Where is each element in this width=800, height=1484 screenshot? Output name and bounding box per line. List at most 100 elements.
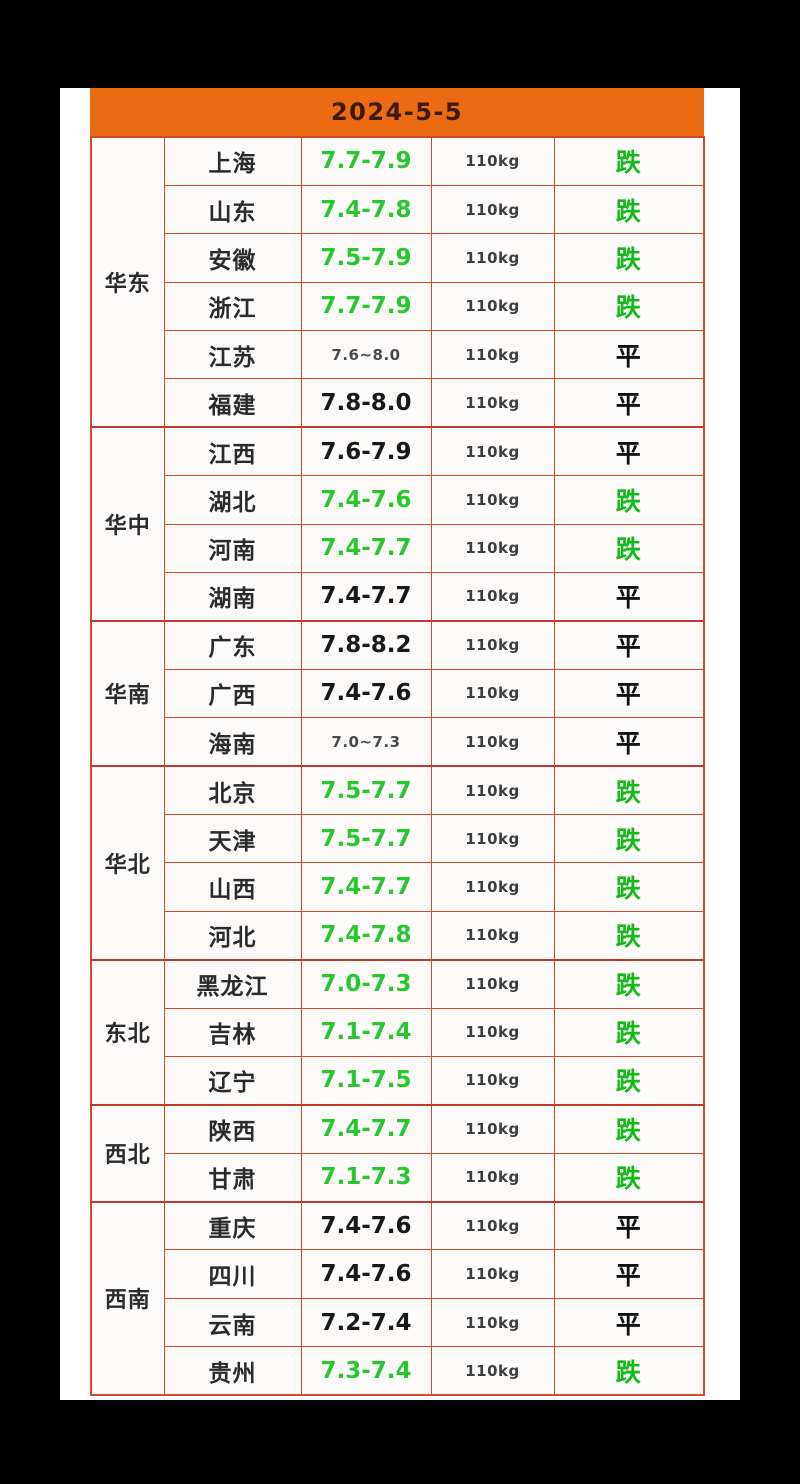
trend-cell: 平 <box>553 717 705 767</box>
table-row: 云南 7.2-7.4 110kg 平 <box>91 1297 705 1348</box>
table-row: 浙江 7.7-7.9 110kg 跌 <box>91 281 705 332</box>
table-row: 河北 7.4-7.8 110kg 跌 <box>91 910 705 961</box>
trend-cell: 跌 <box>553 958 705 1009</box>
weight-cell: 110kg <box>430 862 555 912</box>
province-cell: 海南 <box>163 717 302 767</box>
trend-cell: 跌 <box>553 1007 705 1057</box>
weight-cell: 110kg <box>430 1297 555 1348</box>
region-label-cell: 华中 <box>90 426 165 622</box>
price-cell: 7.4-7.8 <box>300 184 432 235</box>
weight-cell: 110kg <box>430 765 555 815</box>
weight-cell: 110kg <box>430 1152 555 1203</box>
price-cell: 7.7-7.9 <box>300 136 432 186</box>
table-row: 贵州 7.3-7.4 110kg 跌 <box>91 1346 705 1396</box>
price-cell: 7.1-7.3 <box>300 1152 432 1203</box>
province-cell: 广东 <box>163 619 302 670</box>
price-card: 2024-5-5 华东 上海 7.7-7.9 110kg 跌山东 7.4-7.8 110kg… <box>60 88 740 1400</box>
province-cell: 江西 <box>163 426 302 477</box>
weight-cell: 110kg <box>430 668 555 719</box>
price-cell: 7.0~7.3 <box>300 717 432 767</box>
weight-cell: 110kg <box>430 910 555 961</box>
price-cell: 7.1-7.5 <box>300 1055 432 1106</box>
table-row: 江苏 7.6~8.0 110kg 平 <box>91 330 705 380</box>
province-cell: 湖北 <box>163 475 302 525</box>
weight-cell: 110kg <box>430 523 555 574</box>
province-cell: 湖南 <box>163 572 302 622</box>
province-cell: 上海 <box>163 136 302 186</box>
weight-cell: 110kg <box>430 233 555 283</box>
province-cell: 浙江 <box>163 281 302 332</box>
table-row: 湖北 7.4-7.6 110kg 跌 <box>91 475 705 525</box>
trend-cell: 平 <box>553 668 705 719</box>
weight-cell: 110kg <box>430 426 555 477</box>
trend-cell: 跌 <box>553 813 705 864</box>
price-cell: 7.4-7.7 <box>300 523 432 574</box>
price-cell: 7.5-7.7 <box>300 765 432 815</box>
province-cell: 黑龙江 <box>163 958 302 1009</box>
weight-cell: 110kg <box>430 281 555 332</box>
province-cell: 贵州 <box>163 1346 302 1396</box>
weight-cell: 110kg <box>430 813 555 864</box>
province-cell: 福建 <box>163 378 302 428</box>
weight-cell: 110kg <box>430 1346 555 1396</box>
trend-cell: 平 <box>553 1200 705 1251</box>
table-row: 福建 7.8-8.0 110kg 平 <box>91 378 705 428</box>
province-cell: 云南 <box>163 1297 302 1348</box>
trend-cell: 平 <box>553 378 705 428</box>
table-row: 华东 上海 7.7-7.9 110kg 跌 <box>90 136 705 428</box>
pig-price-table: 华东 上海 7.7-7.9 110kg 跌山东 7.4-7.8 110kg 跌安徽 7.5-7.… <box>90 136 705 1397</box>
trend-cell: 跌 <box>553 910 705 961</box>
trend-cell: 跌 <box>553 523 705 574</box>
trend-cell: 跌 <box>553 281 705 332</box>
weight-cell: 110kg <box>430 619 555 670</box>
trend-cell: 平 <box>553 426 705 477</box>
price-cell: 7.0-7.3 <box>300 958 432 1009</box>
trend-cell: 平 <box>553 572 705 622</box>
weight-cell: 110kg <box>430 717 555 767</box>
region-label-cell: 西南 <box>90 1200 165 1396</box>
price-cell: 7.1-7.4 <box>300 1007 432 1057</box>
table-row: 华北 北京 7.5-7.7 110kg 跌 <box>90 765 705 961</box>
trend-cell: 跌 <box>553 184 705 235</box>
trend-cell: 平 <box>553 1249 705 1299</box>
price-cell: 7.6-7.9 <box>300 426 432 477</box>
table-row: 甘肃 7.1-7.3 110kg 跌 <box>91 1152 705 1203</box>
weight-cell: 110kg <box>430 184 555 235</box>
price-cell: 7.4-7.6 <box>300 1249 432 1299</box>
weight-cell: 110kg <box>430 1055 555 1106</box>
province-cell: 河北 <box>163 910 302 961</box>
trend-cell: 跌 <box>553 136 705 186</box>
table-row: 华南 广东 7.8-8.2 110kg 平 <box>90 619 705 767</box>
table-row: 西北 陕西 7.4-7.7 110kg 跌 <box>90 1103 705 1203</box>
province-cell: 四川 <box>163 1249 302 1299</box>
price-cell: 7.7-7.9 <box>300 281 432 332</box>
price-cell: 7.4-7.7 <box>300 572 432 622</box>
province-cell: 天津 <box>163 813 302 864</box>
province-cell: 北京 <box>163 765 302 815</box>
weight-cell: 110kg <box>430 330 555 380</box>
weight-cell: 110kg <box>430 1249 555 1299</box>
province-cell: 陕西 <box>163 1103 302 1154</box>
weight-cell: 110kg <box>430 378 555 428</box>
trend-cell: 跌 <box>553 233 705 283</box>
trend-cell: 跌 <box>553 1152 705 1203</box>
table-row: 四川 7.4-7.6 110kg 平 <box>91 1249 705 1299</box>
table-row: 辽宁 7.1-7.5 110kg 跌 <box>91 1055 705 1106</box>
table-row: 西南 重庆 7.4-7.6 110kg 平 <box>90 1200 705 1396</box>
region-label-cell: 东北 <box>90 958 165 1106</box>
province-cell: 甘肃 <box>163 1152 302 1203</box>
province-cell: 吉林 <box>163 1007 302 1057</box>
date-header-text: 2024-5-5 <box>330 98 464 126</box>
price-cell: 7.4-7.6 <box>300 475 432 525</box>
price-cell: 7.4-7.7 <box>300 1103 432 1154</box>
weight-cell: 110kg <box>430 958 555 1009</box>
price-cell: 7.5-7.7 <box>300 813 432 864</box>
region-label-cell: 华南 <box>90 619 165 767</box>
price-cell: 7.4-7.6 <box>300 1200 432 1251</box>
province-cell: 安徽 <box>163 233 302 283</box>
table-row: 湖南 7.4-7.7 110kg 平 <box>91 572 705 622</box>
price-cell: 7.8-8.0 <box>300 378 432 428</box>
table-row: 海南 7.0~7.3 110kg 平 <box>91 717 705 767</box>
trend-cell: 平 <box>553 619 705 670</box>
region-label-cell: 华北 <box>90 765 165 961</box>
